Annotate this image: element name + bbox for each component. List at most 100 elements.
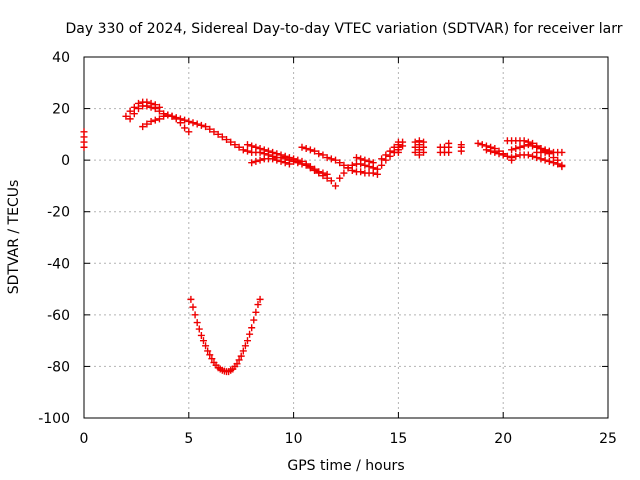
data-point	[189, 119, 197, 127]
data-point	[311, 165, 319, 173]
data-point	[237, 352, 245, 360]
data-point	[311, 147, 319, 155]
x-tick-label: 20	[494, 431, 512, 447]
data-point	[373, 165, 381, 173]
grid-lines	[84, 57, 608, 418]
data-point	[545, 157, 553, 165]
y-tick-label: 20	[52, 102, 70, 118]
data-point	[302, 160, 310, 168]
data-point	[344, 164, 352, 172]
data-point	[197, 121, 205, 129]
data-point	[369, 159, 377, 167]
data-point	[319, 151, 327, 159]
x-tick-label: 10	[285, 431, 303, 447]
data-point	[241, 342, 249, 350]
data-point	[503, 152, 511, 160]
data-point	[264, 147, 272, 155]
data-point	[181, 124, 189, 132]
data-point	[277, 157, 285, 165]
data-point	[243, 141, 251, 149]
data-point	[218, 133, 226, 141]
data-point	[143, 98, 151, 106]
data-point	[202, 342, 210, 350]
data-point	[302, 145, 310, 153]
data-point	[445, 139, 453, 147]
data-point	[134, 99, 142, 107]
data-point	[285, 160, 293, 168]
data-point	[508, 146, 516, 154]
data-point	[378, 155, 386, 163]
data-point	[208, 355, 216, 363]
data-point	[558, 148, 566, 156]
data-point	[327, 155, 335, 163]
data-point	[246, 330, 254, 338]
plot-frame	[83, 56, 609, 419]
data-point	[520, 142, 528, 150]
data-point	[185, 128, 193, 136]
data-point	[319, 169, 327, 177]
data-point	[185, 117, 193, 125]
data-point	[332, 182, 340, 190]
x-tick-label: 5	[184, 431, 193, 447]
data-point	[243, 337, 251, 345]
data-point	[474, 139, 482, 147]
x-axis: 0 5 10 15 20 25	[80, 57, 617, 447]
data-point	[508, 154, 516, 162]
data-point	[151, 116, 159, 124]
data-point	[248, 142, 256, 150]
data-point	[361, 156, 369, 164]
data-point	[193, 319, 201, 327]
data-point	[273, 156, 281, 164]
data-point	[206, 351, 214, 359]
data-point	[315, 150, 323, 158]
data-point	[491, 148, 499, 156]
data-points	[80, 98, 566, 376]
chart-title: Day 330 of 2024, Sidereal Day-to-day VTE…	[66, 21, 623, 37]
data-point	[202, 123, 210, 131]
data-point	[130, 110, 138, 118]
data-point	[155, 115, 163, 123]
data-point	[357, 155, 365, 163]
data-point	[223, 136, 231, 144]
data-point	[327, 177, 335, 185]
data-point	[529, 152, 537, 160]
data-point	[155, 103, 163, 111]
data-point	[199, 337, 207, 345]
data-point	[126, 107, 134, 115]
data-point	[214, 130, 222, 138]
data-point	[298, 143, 306, 151]
data-point	[239, 146, 247, 154]
data-point	[248, 324, 256, 332]
data-point	[558, 163, 566, 171]
data-point	[147, 117, 155, 125]
data-point	[499, 151, 507, 159]
data-point	[336, 159, 344, 167]
data-point	[382, 151, 390, 159]
data-point	[252, 308, 260, 316]
data-point	[332, 156, 340, 164]
data-point	[256, 295, 264, 303]
x-tick-label: 15	[389, 431, 407, 447]
data-point	[195, 325, 203, 333]
data-point	[399, 142, 407, 150]
data-point	[294, 156, 302, 164]
data-point	[256, 156, 264, 164]
data-point	[126, 115, 134, 123]
data-point	[227, 138, 235, 146]
data-point	[537, 155, 545, 163]
y-tick-label: 40	[52, 50, 70, 66]
data-point	[524, 141, 532, 149]
data-point	[516, 143, 524, 151]
data-point	[482, 146, 490, 154]
y-tick-label: -40	[47, 256, 70, 272]
data-point	[323, 154, 331, 162]
y-tick-label: -20	[47, 205, 70, 221]
x-axis-label: GPS time / hours	[287, 458, 404, 474]
data-point	[348, 161, 356, 169]
y-tick-label: -60	[47, 308, 70, 324]
data-point	[193, 120, 201, 128]
y-axis-label: SDTVAR / TECUs	[6, 180, 22, 295]
data-point	[164, 111, 172, 119]
y-tick-label: -80	[47, 359, 70, 375]
